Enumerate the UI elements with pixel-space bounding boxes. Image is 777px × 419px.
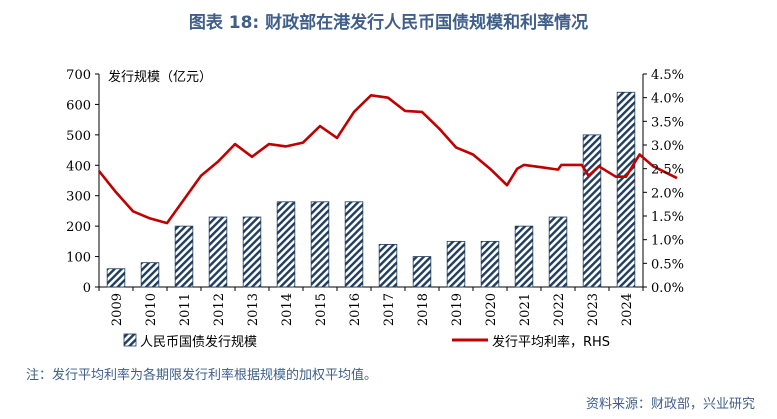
x-tick-label: 2011 bbox=[178, 293, 193, 326]
left-tick-label: 500 bbox=[66, 129, 91, 144]
bar-2017 bbox=[378, 243, 398, 288]
x-tick-label: 2017 bbox=[382, 293, 397, 326]
right-tick-label: 3.0% bbox=[651, 139, 684, 154]
rate-line bbox=[97, 94, 678, 225]
right-tick-label: 1.0% bbox=[651, 234, 684, 249]
x-tick-label: 2013 bbox=[246, 293, 261, 326]
x-tick-label: 2020 bbox=[484, 293, 499, 326]
left-tick-label: 300 bbox=[66, 190, 91, 205]
bar-2021 bbox=[514, 225, 534, 288]
right-tick-label: 3.5% bbox=[651, 115, 684, 130]
legend-bar-swatch bbox=[123, 333, 137, 347]
footnote: 注：发行平均利率为各期限发行利率根据规模的加权平均值。 bbox=[26, 368, 378, 383]
bar-2016 bbox=[344, 201, 364, 288]
left-tick-label: 600 bbox=[66, 98, 91, 113]
x-tick-label: 2022 bbox=[552, 293, 567, 326]
x-tick-label: 2019 bbox=[450, 293, 465, 326]
bar-2013 bbox=[242, 216, 262, 288]
legend: 人民币国债发行规模 发行平均利率，RHS bbox=[123, 333, 610, 350]
x-tick-label: 2009 bbox=[110, 293, 125, 326]
left-tick-label: 200 bbox=[66, 220, 91, 235]
left-tick-label: 100 bbox=[66, 251, 91, 266]
right-tick-label: 4.0% bbox=[651, 92, 684, 107]
left-tick-label: 700 bbox=[66, 68, 91, 83]
bar-2011 bbox=[174, 225, 194, 288]
bar-2024 bbox=[616, 91, 636, 288]
bar-2009 bbox=[106, 268, 126, 288]
right-tick-label: 2.0% bbox=[651, 186, 684, 201]
x-tick-label: 2010 bbox=[144, 293, 159, 326]
left-axis-label: 发行规模（亿元） bbox=[108, 69, 212, 85]
x-tick-label: 2014 bbox=[280, 293, 295, 326]
right-tick-label: 1.5% bbox=[651, 210, 684, 225]
x-tick-label: 2024 bbox=[620, 293, 635, 326]
x-tick-label: 2016 bbox=[348, 293, 363, 326]
bar-2020 bbox=[480, 240, 500, 288]
right-tick-label: 0.5% bbox=[651, 257, 684, 272]
line-series bbox=[97, 94, 678, 225]
bar-2019 bbox=[446, 240, 466, 288]
bar-series bbox=[106, 91, 636, 288]
bar-2023 bbox=[582, 134, 602, 288]
x-tick-label: 2018 bbox=[416, 293, 431, 326]
bar-2018 bbox=[412, 256, 432, 288]
legend-line-label: 发行平均利率，RHS bbox=[492, 334, 610, 350]
bar-2015 bbox=[310, 201, 330, 288]
right-tick-label: 4.5% bbox=[651, 68, 684, 83]
legend-bar-label: 人民币国债发行规模 bbox=[140, 334, 257, 350]
bar-2012 bbox=[208, 216, 228, 288]
axis-labels: 0 100 200 300 400 500 600 700 0.0% 0.5% 1.0% 1.5% 2.… bbox=[66, 68, 684, 326]
x-tick-label: 2012 bbox=[212, 293, 227, 326]
x-tick-label: 2023 bbox=[586, 293, 601, 326]
bar-2014 bbox=[276, 201, 296, 288]
bar-2010 bbox=[140, 262, 160, 288]
x-tick-label: 2021 bbox=[518, 293, 533, 326]
bar-2022 bbox=[548, 216, 568, 288]
right-tick-label: 2.5% bbox=[651, 163, 684, 178]
x-tick-label: 2015 bbox=[314, 293, 329, 326]
right-tick-label: 0.0% bbox=[651, 281, 684, 296]
left-tick-label: 0 bbox=[83, 281, 91, 296]
left-tick-label: 400 bbox=[66, 159, 91, 174]
combo-chart: 0 100 200 300 400 500 600 700 0.0% 0.5% 1.0% 1.5% 2.… bbox=[66, 68, 684, 350]
chart-title: 图表 18: 财政部在港发行人民币国债规模和利率情况 bbox=[188, 13, 589, 33]
source-note: 资料来源：财政部，兴业研究 bbox=[585, 397, 755, 412]
